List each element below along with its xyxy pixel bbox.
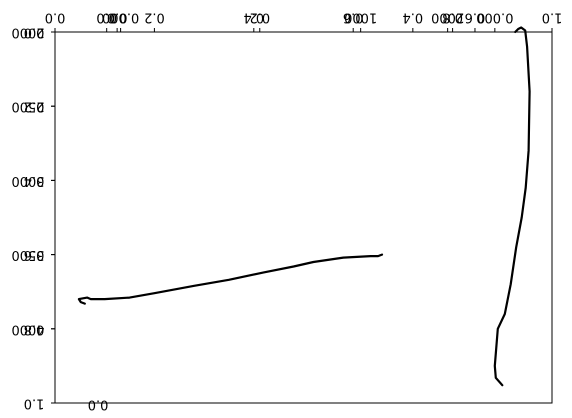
axis-labels: 0.0 0.2 0.4 0.6 0.8 1.00.0 0.2 0.4 0.60.00.000 10… xyxy=(11,10,562,412)
top-tick-label-extra: 0.000 xyxy=(102,10,139,25)
top-tick-label-extra: 2000 xyxy=(431,10,464,25)
left-tick-label-secondary: 2000 xyxy=(11,25,44,40)
top-tick-label-secondary: 0.2 xyxy=(249,10,270,25)
top-tick-label: 0.0 xyxy=(45,10,66,25)
top-tick-label-secondary: 0.6 xyxy=(465,10,486,25)
left-tick-label: 0.8 xyxy=(24,321,45,336)
top-tick-label: 1.0 xyxy=(542,10,563,25)
left-tick-label: 1.0 xyxy=(24,396,45,411)
top-tick-label-extra: 0.0 xyxy=(96,10,117,25)
data-lines xyxy=(77,26,531,387)
series-line xyxy=(77,253,384,305)
top-tick-label: 0.2 xyxy=(144,10,165,25)
left-tick-label-secondary: 2500 xyxy=(11,99,44,114)
bottom-tick-label: 0.0 xyxy=(88,397,109,412)
top-tick-label: 0.4 xyxy=(243,10,264,25)
left-tick-label: 0.0 xyxy=(24,25,45,40)
top-tick-label-secondary: 0.4 xyxy=(402,10,423,25)
left-tick-label: 0.2 xyxy=(24,99,45,114)
top-tick-label: 0.8 xyxy=(442,10,463,25)
top-tick-label-extra: 1000 xyxy=(344,10,377,25)
top-tick-label: 0.6 xyxy=(343,10,364,25)
left-tick-label: 0.4 xyxy=(24,173,45,188)
series-line xyxy=(493,26,531,387)
top-tick-label-extra: 0.000 xyxy=(476,10,513,25)
axis-ticks xyxy=(51,28,553,404)
top-tick-label-secondary: 0.0 xyxy=(107,10,128,25)
left-tick-label: 0.6 xyxy=(24,247,45,262)
left-tick-label-secondary: 3000 xyxy=(11,173,44,188)
plot-area xyxy=(54,31,553,404)
left-tick-label-secondary: 4000 xyxy=(11,321,44,336)
left-tick-label-secondary: 3500 xyxy=(11,247,44,262)
